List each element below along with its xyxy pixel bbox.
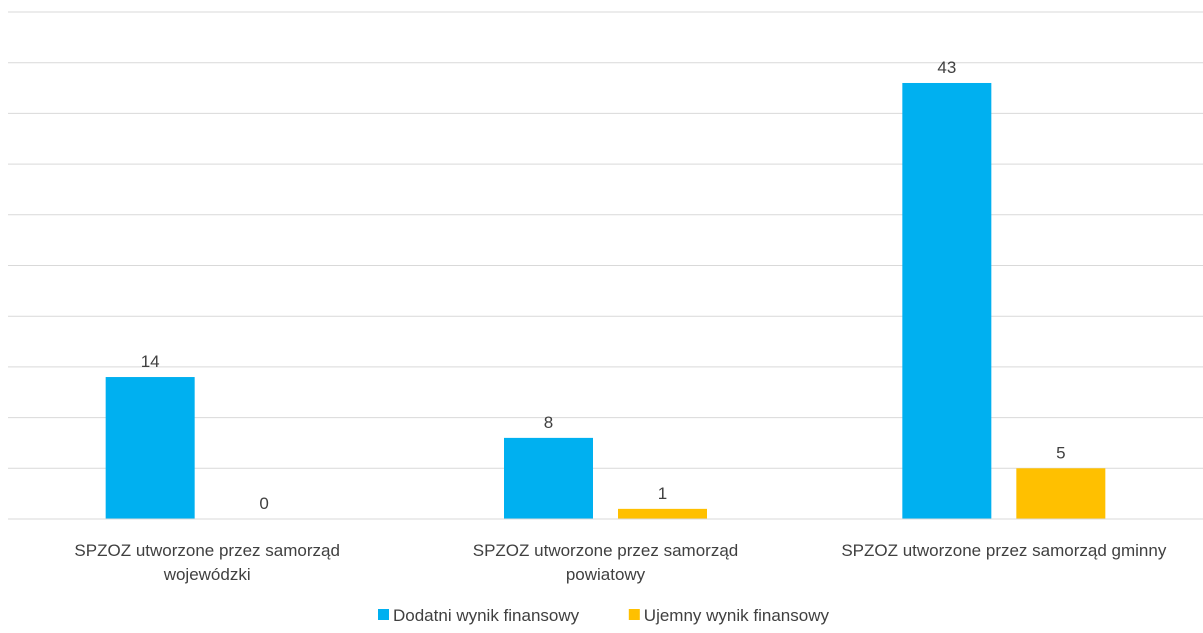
legend-label: Ujemny wynik finansowy	[644, 606, 830, 625]
legend-label: Dodatni wynik finansowy	[393, 606, 580, 625]
bar-dodatni-wynik-finansowy-0	[105, 377, 195, 519]
data-label: 0	[259, 494, 268, 513]
bar-dodatni-wynik-finansowy-2	[902, 82, 992, 519]
gridlines	[8, 11, 1203, 469]
data-label: 14	[141, 352, 160, 371]
x-tick-label: SPZOZ utworzone przez samorząd gminny	[841, 541, 1167, 560]
data-label: 5	[1056, 443, 1065, 462]
bar-ujemny-wynik-finansowy-1	[618, 508, 707, 519]
x-axis-tick-labels: SPZOZ utworzone przez samorząd wojewódzki…	[74, 541, 1166, 584]
bar-dodatni-wynik-finansowy-1	[504, 437, 593, 519]
x-tick-label: SPZOZ utworzone przez samorząd powiatowy	[473, 541, 738, 584]
data-label: 8	[544, 413, 553, 432]
data-label: 43	[937, 58, 956, 77]
legend-swatch	[628, 609, 640, 620]
legend: Dodatni wynik finansowy Ujemny wynik fina…	[378, 606, 829, 625]
data-label: 1	[658, 484, 667, 503]
bar-ujemny-wynik-finansowy-2	[1016, 468, 1106, 519]
bars	[105, 82, 1106, 519]
legend-swatch	[378, 609, 389, 620]
x-tick-label: SPZOZ utworzone przez samorząd wojewódzki	[74, 541, 339, 584]
